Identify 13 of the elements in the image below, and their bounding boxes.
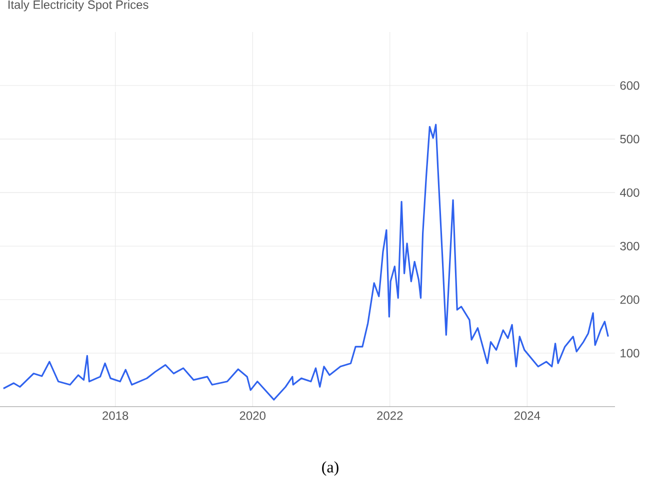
y-tick-label: 500 [620,134,640,144]
x-tick-label: 2020 [240,411,266,420]
chart-title: Italy Electricity Spot Prices [8,0,148,12]
y-tick-label: 100 [620,348,640,358]
y-tick-label: 200 [620,295,640,304]
y-tick-label: 400 [620,188,640,197]
text: (a) [322,461,338,476]
x-tick-label: 2018 [102,411,128,420]
x-tick-label: 2024 [514,411,540,420]
x-tick-label: 2022 [377,411,403,420]
y-tick-label: 300 [620,242,640,250]
line-series [2,124,609,401]
y-tick-label: 600 [620,81,640,90]
